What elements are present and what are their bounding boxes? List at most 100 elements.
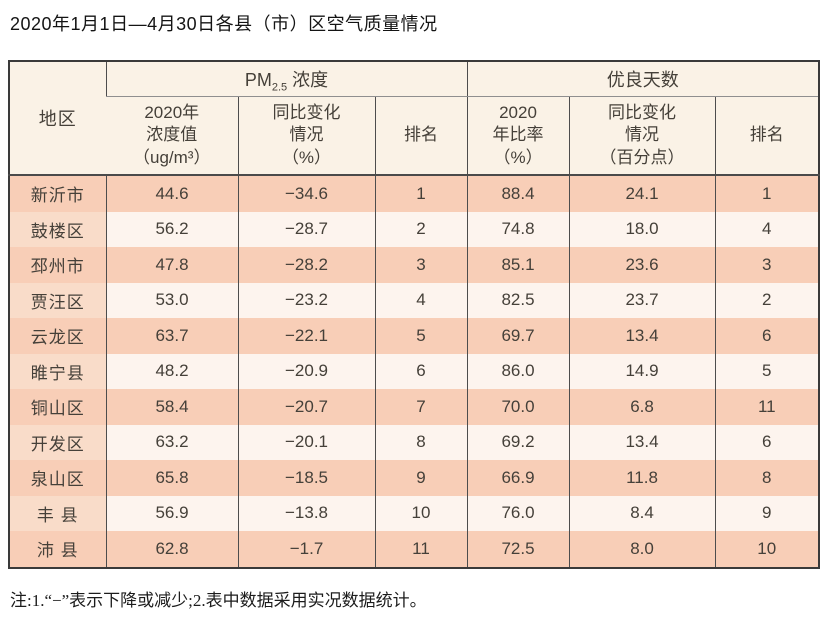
- pm-value-cell: 58.4: [105, 389, 238, 425]
- pm-value-cell: 63.7: [105, 318, 238, 354]
- pm-change-cell: −28.2: [237, 247, 375, 283]
- good-ratio-column-header: 2020 年比率 （%）: [466, 96, 570, 176]
- header-line: 浓度值: [146, 125, 198, 145]
- pm-change-cell: −20.7: [237, 389, 375, 425]
- good-rank-cell: 4: [714, 211, 820, 247]
- region-cell: 鼓楼区: [9, 211, 106, 247]
- good-rank-cell: 3: [714, 247, 820, 283]
- region-cell: 睢宁县: [9, 353, 106, 389]
- good-ratio-cell: 72.5: [466, 531, 570, 568]
- good-days-group-header: 优良天数: [466, 61, 820, 97]
- good-rank-column-header: 排名: [714, 96, 820, 176]
- pm-change-cell: −13.8: [237, 495, 375, 531]
- good-ratio-cell: 82.5: [466, 282, 570, 318]
- good-rank-cell: 10: [714, 531, 820, 568]
- good-change-cell: 18.0: [568, 211, 716, 247]
- pm-value-cell: 48.2: [105, 353, 238, 389]
- good-ratio-cell: 76.0: [466, 495, 570, 531]
- pm-rank-cell: 9: [374, 460, 468, 496]
- good-rank-cell: 11: [714, 389, 820, 425]
- table-row: 沛 县 62.8 −1.7 11 72.5 8.0 10: [9, 531, 820, 568]
- pm-rank-cell: 10: [374, 495, 468, 531]
- good-change-cell: 13.4: [568, 318, 716, 354]
- table-header: 地区 PM2.5 浓度 优良天数 2020年 浓度值 （ug/m³） 同比变化 情…: [9, 61, 820, 176]
- good-change-cell: 13.4: [568, 424, 716, 460]
- pm-rank-cell: 11: [374, 531, 468, 568]
- air-quality-table: 地区 PM2.5 浓度 优良天数 2020年 浓度值 （ug/m³） 同比变化 情…: [8, 60, 821, 569]
- good-change-cell: 24.1: [568, 175, 716, 212]
- pm-change-cell: −28.7: [237, 211, 375, 247]
- good-ratio-cell: 69.2: [466, 424, 570, 460]
- good-change-column-header: 同比变化 情况 （百分点）: [568, 96, 716, 176]
- table-row: 贾汪区 53.0 −23.2 4 82.5 23.7 2: [9, 282, 820, 318]
- good-change-cell: 8.0: [568, 531, 716, 568]
- region-cell: 丰 县: [9, 495, 106, 531]
- good-ratio-cell: 66.9: [466, 460, 570, 496]
- region-cell: 铜山区: [9, 389, 106, 425]
- header-line: 同比变化: [608, 103, 677, 123]
- header-line: （ug/m³）: [133, 147, 211, 167]
- region-cell: 开发区: [9, 424, 106, 460]
- good-ratio-cell: 85.1: [466, 247, 570, 283]
- pm-value-cell: 56.9: [105, 495, 238, 531]
- good-rank-cell: 6: [714, 424, 820, 460]
- table-row: 云龙区 63.7 −22.1 5 69.7 13.4 6: [9, 318, 820, 354]
- pm-change-column-header: 同比变化 情况 （%）: [237, 96, 375, 176]
- good-rank-cell: 2: [714, 282, 820, 318]
- good-change-cell: 11.8: [568, 460, 716, 496]
- region-cell: 云龙区: [9, 318, 106, 354]
- good-change-cell: 6.8: [568, 389, 716, 425]
- header-line: 同比变化: [272, 103, 341, 123]
- table-row: 开发区 63.2 −20.1 8 69.2 13.4 6: [9, 424, 820, 460]
- good-ratio-cell: 70.0: [466, 389, 570, 425]
- header-line: （%）: [281, 147, 332, 167]
- pm-change-cell: −22.1: [237, 318, 375, 354]
- pm-rank-cell: 4: [374, 282, 468, 318]
- pm25-label-suffix: 浓度: [292, 70, 329, 90]
- table-row: 邳州市 47.8 −28.2 3 85.1 23.6 3: [9, 247, 820, 283]
- pm-value-cell: 62.8: [105, 531, 238, 568]
- good-change-cell: 23.6: [568, 247, 716, 283]
- header-line: 情况: [289, 125, 324, 145]
- region-cell: 泉山区: [9, 460, 106, 496]
- pm-change-cell: −1.7: [237, 531, 375, 568]
- table-row: 鼓楼区 56.2 −28.7 2 74.8 18.0 4: [9, 211, 820, 247]
- pm-rank-cell: 5: [374, 318, 468, 354]
- pm-value-cell: 44.6: [105, 175, 238, 212]
- good-rank-cell: 6: [714, 318, 820, 354]
- pm-rank-cell: 2: [374, 211, 468, 247]
- pm-rank-cell: 1: [374, 175, 468, 212]
- table-row: 丰 县 56.9 −13.8 10 76.0 8.4 9: [9, 495, 820, 531]
- good-ratio-cell: 86.0: [466, 353, 570, 389]
- region-cell: 邳州市: [9, 247, 106, 283]
- page-title: 2020年1月1日—4月30日各县（市）区空气质量情况: [10, 14, 438, 34]
- pm-change-cell: −18.5: [237, 460, 375, 496]
- pm25-group-header: PM2.5 浓度: [105, 61, 468, 97]
- pm-change-cell: −23.2: [237, 282, 375, 318]
- good-ratio-cell: 74.8: [466, 211, 570, 247]
- good-rank-cell: 8: [714, 460, 820, 496]
- table-row: 新沂市 44.6 −34.6 1 88.4 24.1 1: [9, 175, 820, 212]
- pm25-label-prefix: PM: [244, 70, 272, 90]
- table-row: 泉山区 65.8 −18.5 9 66.9 11.8 8: [9, 460, 820, 496]
- good-rank-cell: 9: [714, 495, 820, 531]
- pm-change-cell: −34.6: [237, 175, 375, 212]
- pm-value-cell: 63.2: [105, 424, 238, 460]
- header-group-row: 地区 PM2.5 浓度 优良天数: [9, 61, 820, 176]
- pm-rank-column-header: 排名: [374, 96, 468, 176]
- table-row: 铜山区 58.4 −20.7 7 70.0 6.8 11: [9, 389, 820, 425]
- good-change-cell: 8.4: [568, 495, 716, 531]
- pm-value-cell: 47.8: [105, 247, 238, 283]
- pm-rank-cell: 6: [374, 353, 468, 389]
- pm-rank-cell: 8: [374, 424, 468, 460]
- pm-value-cell: 65.8: [105, 460, 238, 496]
- region-cell: 沛 县: [9, 531, 106, 568]
- good-rank-cell: 1: [714, 175, 820, 212]
- pm-value-cell: 56.2: [105, 211, 238, 247]
- pm-value-column-header: 2020年 浓度值 （ug/m³）: [106, 96, 238, 176]
- header-line: 2020: [499, 103, 537, 123]
- pm-change-cell: −20.9: [237, 353, 375, 389]
- header-line: 年比率: [492, 125, 544, 145]
- pm-value-cell: 53.0: [105, 282, 238, 318]
- table-row: 睢宁县 48.2 −20.9 6 86.0 14.9 5: [9, 353, 820, 389]
